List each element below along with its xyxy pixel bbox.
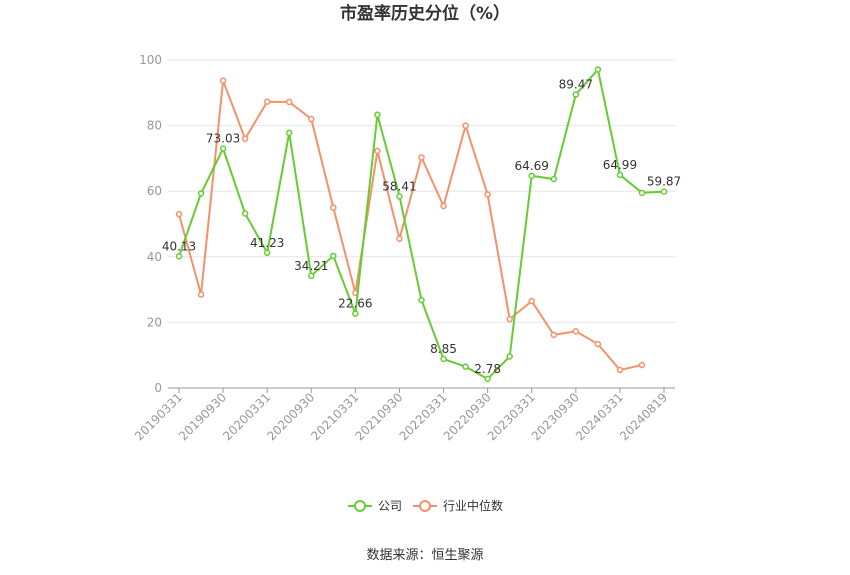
data-point [462, 122, 469, 129]
y-tick-label: 40 [147, 250, 162, 264]
data-point [550, 175, 558, 183]
data-point [572, 91, 580, 98]
data-label: 73.03 [206, 131, 240, 145]
axes: 0204060801002019033120190930202003312020… [132, 53, 675, 443]
data-point [219, 77, 227, 84]
data-point [241, 135, 249, 142]
data-labels: 40.13 73.03 41.23 34.21 22.66 58.41 8.85 2.78 64… [162, 78, 681, 376]
data-point [484, 191, 491, 198]
data-point [616, 366, 624, 374]
legend-swatch-marker [419, 500, 431, 512]
data-point [396, 235, 403, 243]
data-point [594, 66, 602, 73]
data-point [308, 272, 315, 280]
y-tick-label: 60 [147, 184, 162, 198]
data-point [285, 98, 293, 106]
data-point [572, 328, 580, 335]
legend-swatch-marker [354, 500, 366, 512]
data-point [396, 193, 403, 200]
data-label: 64.99 [603, 158, 637, 172]
data-point [418, 154, 425, 161]
data-source: 数据来源：恒生聚源 [366, 548, 483, 563]
data-point [175, 210, 183, 218]
data-point [197, 190, 205, 197]
data-point [528, 297, 535, 305]
data-point [440, 202, 447, 210]
data-label: 58.41 [382, 179, 416, 193]
data-label: 64.69 [515, 159, 549, 173]
data-point [528, 172, 535, 180]
data-point [594, 340, 602, 348]
chart-title: 市盈率历史分位（%） [340, 3, 510, 24]
y-tick-label: 0 [154, 381, 162, 395]
data-point [462, 363, 469, 370]
y-tick-label: 20 [147, 315, 162, 329]
data-point [484, 375, 491, 383]
data-point [506, 315, 513, 323]
legend[interactable]: 公司 行业中位数 [348, 498, 503, 513]
data-point [241, 210, 249, 217]
data-point [285, 129, 293, 137]
grid-lines [168, 59, 675, 323]
data-label: 89.47 [559, 78, 593, 92]
data-label: 8.85 [430, 342, 457, 356]
data-point [197, 291, 205, 298]
data-point [352, 310, 359, 317]
data-point [330, 204, 337, 211]
series-line [178, 80, 643, 372]
data-label: 59.87 [647, 175, 681, 189]
data-point [330, 252, 337, 260]
data-point [263, 249, 271, 257]
data-point [219, 145, 227, 152]
series-layer [175, 66, 668, 383]
data-point [440, 355, 447, 363]
data-point [638, 361, 646, 369]
legend-label: 公司 [378, 499, 402, 513]
data-point [175, 253, 183, 260]
data-label: 34.21 [294, 259, 328, 273]
data-point [550, 331, 558, 339]
data-label: 40.13 [162, 239, 196, 253]
data-point [374, 147, 381, 155]
x-tick-label: 20240819 [617, 390, 670, 443]
data-point [374, 111, 381, 119]
data-label: 22.66 [338, 297, 372, 311]
y-tick-label: 100 [139, 53, 162, 67]
data-point [506, 353, 513, 360]
y-tick-label: 80 [147, 119, 162, 133]
legend-label: 行业中位数 [443, 498, 503, 513]
data-point [263, 98, 271, 105]
data-point [418, 296, 425, 304]
data-label: 41.23 [250, 236, 284, 250]
data-point [616, 171, 624, 179]
series-line [178, 67, 665, 381]
data-point [660, 188, 668, 195]
data-point [638, 189, 646, 197]
data-label: 2.78 [474, 362, 501, 376]
data-point [308, 115, 315, 123]
